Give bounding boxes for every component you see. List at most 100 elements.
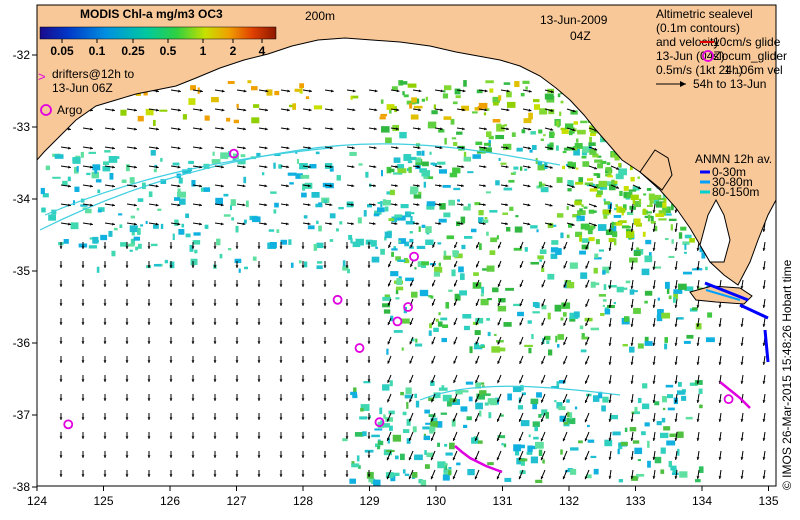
chl-patch	[382, 199, 386, 206]
chl-patch	[461, 105, 470, 111]
chl-patch	[350, 95, 353, 100]
current-arrowhead	[125, 322, 129, 325]
current-arrowhead	[740, 324, 744, 327]
chl-patch	[268, 229, 275, 232]
current-arrowhead	[608, 267, 612, 270]
current-arrowhead	[351, 146, 355, 150]
chl-patch	[133, 236, 141, 241]
chl-patch	[204, 224, 209, 229]
chl-patch	[318, 202, 322, 205]
chl-patch	[592, 153, 599, 158]
chl-patch	[430, 380, 435, 386]
current-arrowhead	[221, 127, 225, 131]
chl-patch	[288, 239, 292, 245]
altimetry-line4: 13-Jun (04Z)	[656, 49, 725, 63]
chl-patch	[590, 281, 596, 288]
chl-patch	[480, 293, 484, 297]
current-arrowhead	[740, 476, 744, 479]
chl-patch	[493, 101, 499, 106]
current-arrowhead	[301, 474, 305, 477]
chl-patch	[556, 177, 563, 183]
chl-patch	[395, 288, 399, 295]
current-arrowhead	[68, 203, 71, 207]
chl-patch	[542, 459, 545, 464]
chl-patch	[547, 222, 554, 229]
current-arrowhead	[169, 322, 173, 325]
current-arrowhead	[125, 360, 129, 363]
chl-patch	[668, 218, 677, 222]
chl-patch	[253, 104, 260, 108]
chl-patch	[612, 431, 621, 436]
chl-patch	[309, 163, 317, 169]
current-arrowhead	[409, 360, 413, 364]
current-arrowhead	[571, 204, 575, 207]
current-arrowhead	[191, 322, 195, 325]
chl-patch	[464, 235, 473, 239]
chl-patch	[497, 347, 506, 352]
chl-patch	[664, 237, 669, 241]
chl-patch	[461, 244, 466, 250]
current-arrowhead	[307, 222, 311, 226]
chl-patch	[663, 426, 671, 431]
chl-patch	[389, 425, 393, 431]
current-arrowhead	[652, 362, 656, 365]
chl-patch	[474, 330, 481, 336]
current-arrowhead	[563, 361, 566, 365]
colorbar-tick: 0.1	[89, 44, 106, 58]
chl-patch	[148, 191, 153, 198]
chl-patch	[573, 148, 580, 156]
chl-patch	[684, 234, 692, 239]
current-arrowhead	[460, 203, 464, 207]
chl-patch	[383, 309, 391, 314]
current-arrowhead	[674, 305, 678, 308]
chl-patch	[486, 131, 492, 138]
chl-patch	[405, 277, 415, 282]
current-arrowhead	[264, 165, 268, 169]
chl-patch	[136, 207, 140, 211]
chl-patch	[352, 394, 358, 399]
current-arrowhead	[199, 146, 203, 150]
current-arrowhead	[257, 246, 261, 249]
colorbar-tick: 0.5	[160, 44, 177, 58]
current-arrowhead	[169, 398, 173, 401]
chl-patch	[404, 211, 412, 218]
current-arrowhead	[718, 438, 722, 441]
current-arrowhead	[497, 418, 500, 422]
current-arrowhead	[125, 341, 129, 344]
current-arrowhead	[301, 398, 305, 401]
current-arrowhead	[674, 210, 678, 213]
chl-patch	[397, 259, 406, 263]
chl-patch	[435, 318, 439, 322]
chl-patch	[567, 411, 570, 418]
current-arrowhead	[461, 184, 464, 188]
current-arrowhead	[417, 146, 421, 150]
current-arrowhead	[345, 341, 349, 344]
chl-patch	[650, 220, 656, 224]
chl-patch	[178, 228, 185, 235]
chl-patch	[442, 93, 449, 99]
chl-patch	[274, 90, 280, 96]
current-arrowhead	[372, 222, 376, 226]
anmn-item-0: 0-30m	[712, 165, 746, 179]
current-arrowhead	[301, 284, 305, 287]
chl-patch	[567, 180, 573, 186]
current-arrowhead	[505, 146, 509, 150]
chl-patch	[568, 223, 573, 228]
chl-patch	[581, 333, 585, 339]
chl-patch	[656, 314, 663, 322]
chl-patch	[153, 264, 162, 267]
current-arrowhead	[630, 419, 634, 422]
current-arrowhead	[541, 284, 545, 288]
chl-patch	[579, 250, 586, 255]
chl-patch	[129, 249, 133, 252]
current-arrowhead	[59, 341, 63, 344]
chl-patch	[560, 232, 564, 239]
colorbar: MODIS Chl-a mg/m3 OC3 0.05 0.1 0.25 0.5 1 2 4	[39, 7, 277, 58]
current-arrowhead	[387, 418, 390, 422]
chl-patch	[508, 179, 515, 183]
chl-patch	[384, 206, 389, 212]
chl-patch	[430, 421, 438, 427]
current-arrowhead	[497, 322, 501, 326]
chl-patch	[127, 243, 135, 247]
chl-patch	[438, 312, 441, 316]
